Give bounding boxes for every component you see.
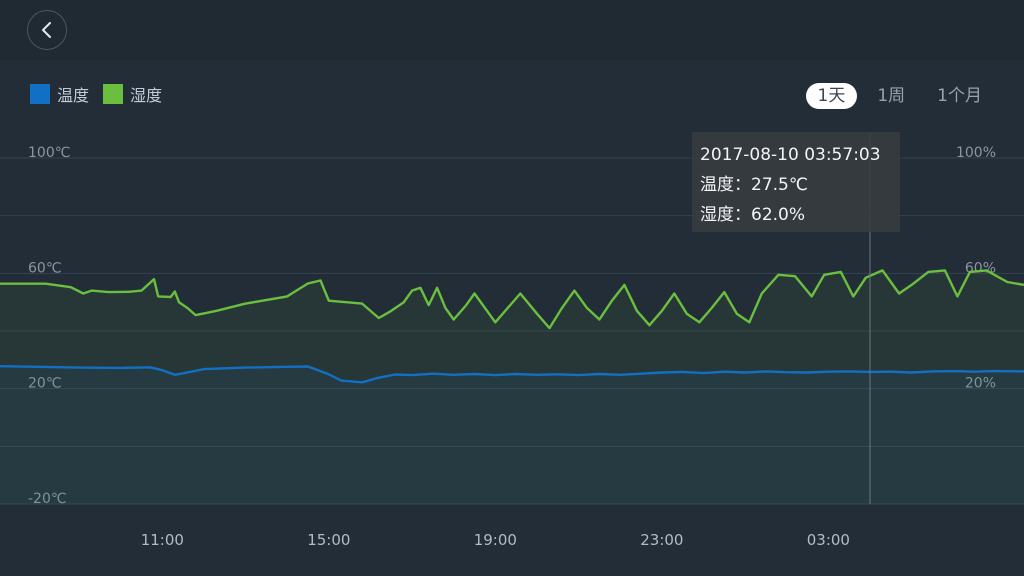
legend-label-humidity: 湿度 xyxy=(130,86,163,105)
y-left-tick-label: -20℃ xyxy=(28,491,67,507)
tab-1-week[interactable]: 1周 xyxy=(877,86,906,106)
tooltip-humidity: 湿度：62.0% xyxy=(700,205,806,225)
legend-item-temperature[interactable]: 温度 xyxy=(30,82,89,106)
x-tick-label: 03:00 xyxy=(807,531,850,549)
range-tabs: 1天 1周 1个月 xyxy=(798,83,994,109)
x-tick-label: 11:00 xyxy=(141,531,184,549)
tab-1-month[interactable]: 1个月 xyxy=(937,86,982,106)
x-tick-label: 19:00 xyxy=(474,531,517,549)
y-right-tick-label: 100% xyxy=(956,145,996,161)
chevron-left-icon xyxy=(42,22,51,38)
chart-legend: 温度 湿度 xyxy=(30,82,176,106)
legend-item-humidity[interactable]: 湿度 xyxy=(103,82,162,106)
y-right-tick-label: 20% xyxy=(965,376,996,392)
tooltip-time: 2017-08-10 03:57:03 xyxy=(700,145,881,165)
data-tooltip: 2017-08-10 03:57:03 温度：27.5℃ 湿度：62.0% xyxy=(692,132,900,232)
x-tick-label: 23:00 xyxy=(640,531,683,549)
x-tick-label: 15:00 xyxy=(307,531,350,549)
series-area-temperature xyxy=(0,366,1024,504)
legend-swatch-humidity xyxy=(103,84,124,104)
legend-swatch-temperature xyxy=(30,84,50,104)
legend-label-temperature: 温度 xyxy=(57,86,90,105)
top-bar xyxy=(0,0,1024,60)
back-button[interactable] xyxy=(27,10,67,50)
y-left-tick-label: 100℃ xyxy=(28,145,70,161)
series-line-humidity xyxy=(0,269,1024,330)
series-area-humidity xyxy=(0,270,1024,504)
temperature-humidity-chart[interactable]: 100℃ 60℃ 20℃ -20℃ 100% 60% 20% 11:00 15:00 19:00 2… xyxy=(0,120,1024,576)
y-left-tick-label: 20℃ xyxy=(28,376,62,392)
y-left-tick-label: 60℃ xyxy=(28,260,62,276)
tooltip-temperature: 温度：27.5℃ xyxy=(700,175,808,195)
series-line-temperature xyxy=(0,365,1024,384)
tab-1-day[interactable]: 1天 xyxy=(805,83,858,109)
